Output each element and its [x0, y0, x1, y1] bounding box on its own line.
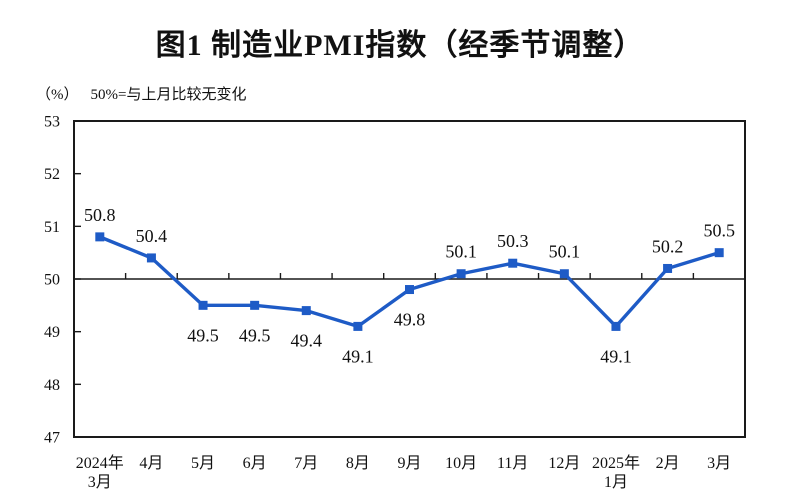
x-axis-tick-label: 12月 — [548, 455, 580, 472]
y-axis-tick-label: 51 — [44, 219, 60, 236]
x-axis-tick-label: 3月 — [707, 455, 731, 472]
data-point-label: 50.4 — [136, 226, 168, 246]
data-point-label: 50.8 — [84, 205, 116, 225]
data-point-marker — [301, 306, 311, 316]
data-point-marker — [456, 269, 466, 279]
y-axis-tick-label: 49 — [44, 324, 60, 341]
x-axis-tick-label: 2024年 3月 — [76, 454, 124, 491]
x-axis-tick-label: 5月 — [191, 455, 215, 472]
data-point-marker — [611, 321, 621, 331]
data-point-label: 50.1 — [445, 242, 477, 262]
chart-title: 图1 制造业PMI指数（经季节调整） — [155, 29, 645, 62]
y-axis-tick-label: 52 — [44, 166, 60, 183]
x-axis-tick-label: 7月 — [294, 455, 318, 472]
x-axis-tick-label: 2月 — [656, 455, 680, 472]
y-axis-tick-label: 47 — [44, 430, 60, 447]
data-point-marker — [198, 300, 208, 310]
data-point-label: 50.2 — [652, 236, 684, 256]
y-axis-unit-label: （%） — [36, 87, 79, 103]
chart-subtitle: （%） 50%=与上月比较无变化 — [36, 83, 246, 104]
y-axis-tick-label: 48 — [44, 377, 60, 394]
x-axis-tick-label: 9月 — [397, 455, 421, 472]
data-point-marker — [508, 258, 518, 268]
x-axis-tick-label: 4月 — [139, 455, 163, 472]
x-axis-tick-label: 11月 — [497, 455, 528, 472]
x-axis-tick-label: 10月 — [445, 455, 477, 472]
data-point-label: 49.1 — [342, 346, 374, 366]
x-axis-tick-label: 2025年 1月 — [592, 454, 640, 491]
data-point-label: 50.5 — [703, 221, 735, 241]
x-axis-tick-label: 8月 — [346, 455, 370, 472]
data-point-label: 49.8 — [394, 310, 426, 330]
reference-line-note: 50%=与上月比较无变化 — [90, 87, 247, 103]
data-point-marker — [146, 253, 156, 263]
y-axis-tick-label: 53 — [44, 114, 60, 131]
data-point-label: 49.5 — [187, 325, 219, 345]
data-point-marker — [714, 248, 724, 258]
data-point-label: 49.1 — [600, 346, 632, 366]
data-point-label: 49.5 — [239, 325, 271, 345]
data-point-marker — [405, 285, 414, 295]
data-point-marker — [250, 300, 260, 310]
x-axis-tick-label: 6月 — [243, 455, 267, 472]
data-point-label: 50.3 — [497, 231, 529, 251]
data-point-marker — [95, 232, 105, 242]
data-point-marker — [353, 321, 363, 331]
data-point-label: 50.1 — [549, 242, 581, 262]
data-point-marker — [559, 269, 569, 279]
y-axis-tick-label: 50 — [44, 272, 60, 289]
data-point-marker — [663, 263, 673, 273]
pmi-line-chart: 47 48 49 50 51 52 53 2024年 3月 4月 5月 6月 7月 8月 9月 10月 11月 1… — [44, 114, 746, 491]
data-point-label: 49.4 — [291, 331, 323, 351]
